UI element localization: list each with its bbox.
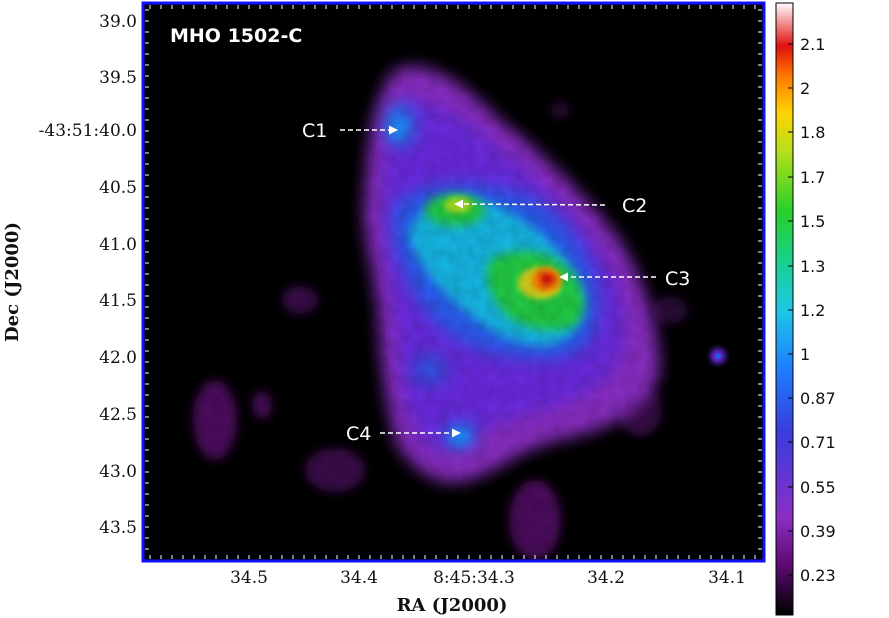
y-tick-label: 39.0 xyxy=(99,12,137,32)
y-tick-label: 43.0 xyxy=(99,462,137,482)
frame-ticks xyxy=(145,5,762,559)
colorbar-label: 1.2 xyxy=(800,301,825,320)
y-tick-label: 42.5 xyxy=(99,405,137,425)
y-tick-label: 40.5 xyxy=(99,178,137,198)
x-tick-label: 34.2 xyxy=(587,568,625,588)
source-label-c4: C4 xyxy=(346,423,371,445)
x-tick-label: 34.4 xyxy=(340,568,378,588)
y-axis-title: Dec (J2000) xyxy=(2,222,23,342)
colorbar-label: 1.7 xyxy=(800,168,825,187)
y-axis: 39.0 39.5 -43:51:40.0 40.5 41.0 41.5 42.… xyxy=(2,12,137,538)
y-tick-label: 41.5 xyxy=(99,291,137,311)
noise-texture xyxy=(143,3,764,561)
colorbar-label: 0.39 xyxy=(800,522,836,541)
colorbar-label: 0.23 xyxy=(800,566,836,585)
y-tick-label: 41.0 xyxy=(99,235,137,255)
colorbar-ticks xyxy=(788,43,793,576)
source-label-c1: C1 xyxy=(302,120,327,142)
colorbar-label: 2.1 xyxy=(800,35,825,54)
colorbar-label: 1.5 xyxy=(800,212,825,231)
colorbar-gradient xyxy=(775,2,794,616)
image-frame xyxy=(141,1,766,563)
x-tick-label: 34.5 xyxy=(230,568,268,588)
y-tick-label: 39.5 xyxy=(99,68,137,88)
y-tick-label: 42.0 xyxy=(99,348,137,368)
x-axis-title: RA (J2000) xyxy=(397,595,508,616)
colorbar-label: 0.55 xyxy=(800,478,836,497)
source-label-c2: C2 xyxy=(622,195,647,217)
arrow-c2 xyxy=(454,199,606,209)
field-title: MHO 1502-C xyxy=(170,25,302,47)
x-tick-label: 8:45:34.3 xyxy=(433,568,515,588)
y-tick-label: 43.5 xyxy=(99,518,137,538)
emission-image: MHO 1502-C C1 C2 C3 C4 xyxy=(143,3,764,561)
colorbar-label: 1 xyxy=(800,345,810,364)
x-tick-label: 34.1 xyxy=(708,568,746,588)
colorbar-label: 0.87 xyxy=(800,389,836,408)
source-annotations: C1 C2 C3 C4 xyxy=(302,120,690,445)
y-tick-label: -43:51:40.0 xyxy=(39,121,137,141)
colorbar-label: 0.71 xyxy=(800,433,836,452)
source-label-c3: C3 xyxy=(665,268,690,290)
colorbar-label: 2 xyxy=(800,79,810,98)
colorbar: 2.1 2 1.8 1.7 1.5 1.3 1.2 1 0.87 0.71 0.… xyxy=(775,2,836,616)
colorbar-label: 1.8 xyxy=(800,123,825,142)
x-axis: 34.5 34.4 8:45:34.3 34.2 34.1 RA (J2000) xyxy=(230,568,746,616)
colorbar-label: 1.3 xyxy=(800,257,825,276)
